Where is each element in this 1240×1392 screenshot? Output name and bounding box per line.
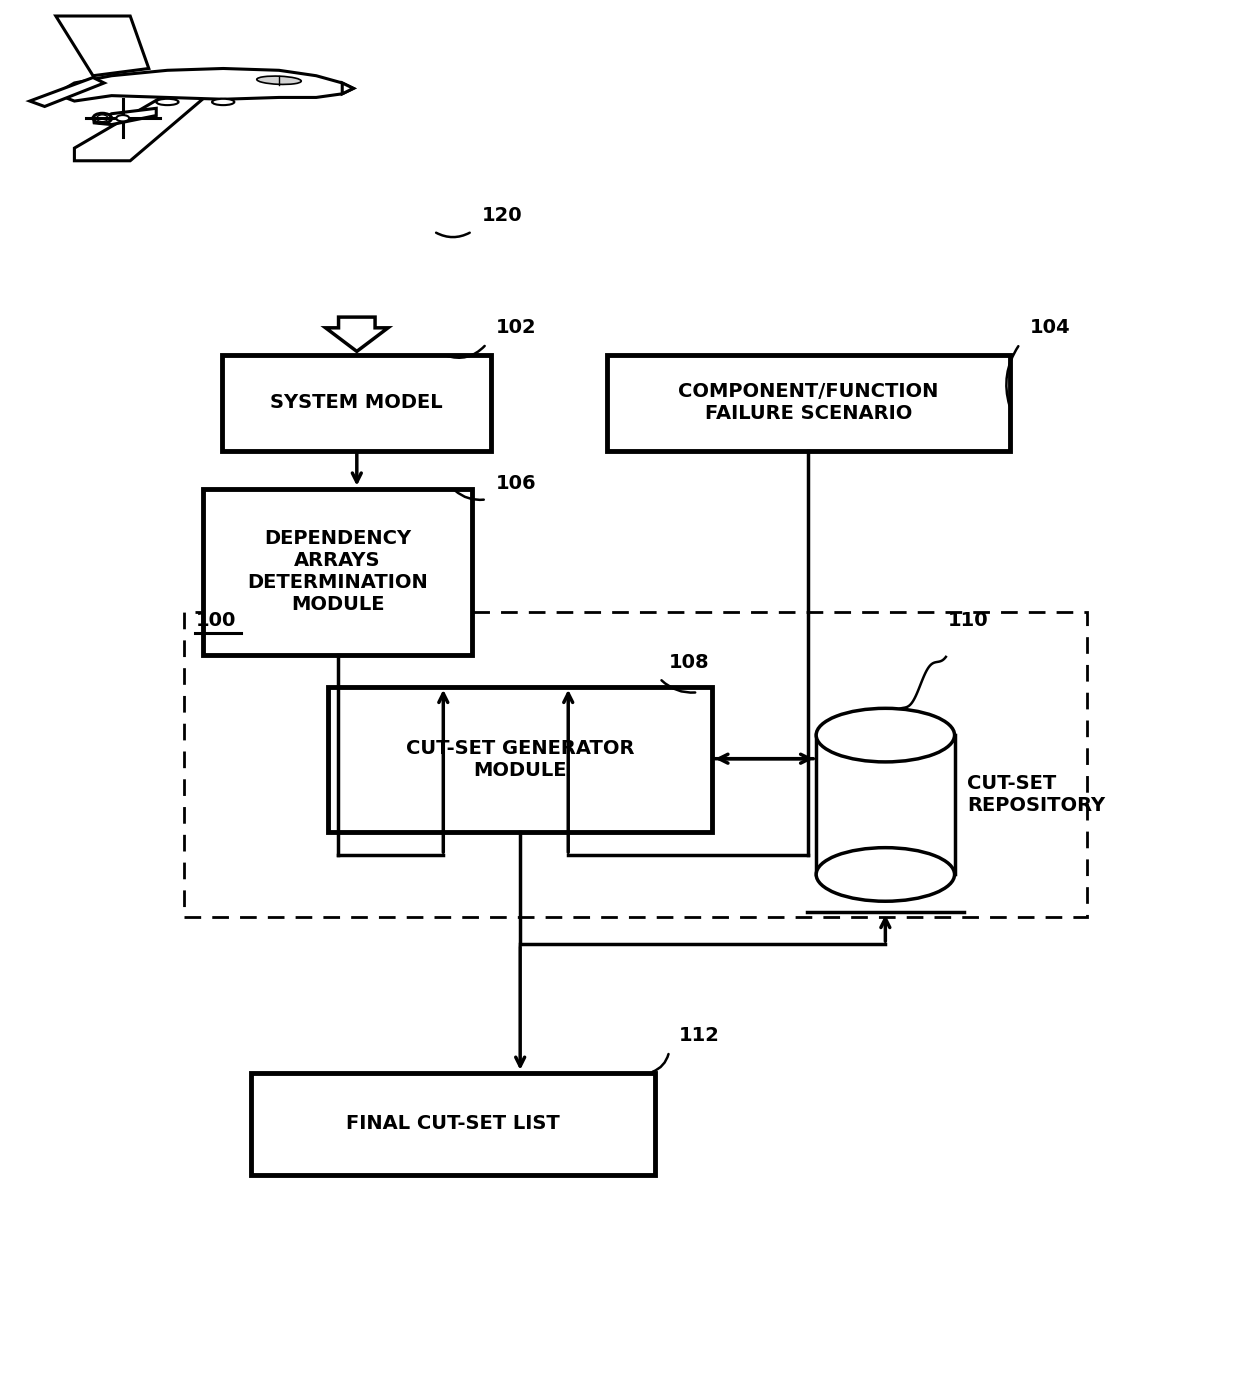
Text: 120: 120	[481, 206, 522, 224]
Text: 108: 108	[670, 653, 709, 671]
FancyBboxPatch shape	[203, 489, 472, 654]
FancyBboxPatch shape	[222, 355, 491, 451]
Text: COMPONENT/FUNCTION
FAILURE SCENARIO: COMPONENT/FUNCTION FAILURE SCENARIO	[678, 383, 939, 423]
FancyBboxPatch shape	[327, 686, 713, 831]
Polygon shape	[93, 109, 156, 125]
Polygon shape	[56, 17, 149, 75]
Text: 106: 106	[496, 473, 537, 493]
FancyArrow shape	[326, 317, 388, 351]
Ellipse shape	[156, 99, 179, 106]
Polygon shape	[342, 84, 353, 93]
Ellipse shape	[816, 848, 955, 901]
Text: 110: 110	[947, 611, 988, 629]
Ellipse shape	[816, 709, 955, 761]
Ellipse shape	[212, 99, 234, 106]
Text: 104: 104	[1029, 319, 1070, 337]
Text: CUT-SET
REPOSITORY: CUT-SET REPOSITORY	[967, 774, 1105, 814]
Bar	[816, 735, 955, 874]
Text: 112: 112	[678, 1026, 719, 1044]
FancyBboxPatch shape	[250, 1073, 655, 1175]
Polygon shape	[30, 78, 104, 107]
FancyBboxPatch shape	[606, 355, 1011, 451]
Ellipse shape	[93, 113, 112, 124]
Ellipse shape	[257, 77, 301, 85]
Text: 100: 100	[196, 611, 236, 629]
Ellipse shape	[117, 116, 129, 121]
Polygon shape	[56, 68, 353, 102]
Text: SYSTEM MODEL: SYSTEM MODEL	[270, 394, 443, 412]
Text: 102: 102	[496, 319, 537, 337]
Polygon shape	[74, 93, 205, 161]
Ellipse shape	[97, 114, 108, 121]
Text: DEPENDENCY
ARRAYS
DETERMINATION
MODULE: DEPENDENCY ARRAYS DETERMINATION MODULE	[247, 529, 428, 614]
Text: FINAL CUT-SET LIST: FINAL CUT-SET LIST	[346, 1114, 559, 1133]
Text: CUT-SET GENERATOR
MODULE: CUT-SET GENERATOR MODULE	[405, 739, 635, 780]
